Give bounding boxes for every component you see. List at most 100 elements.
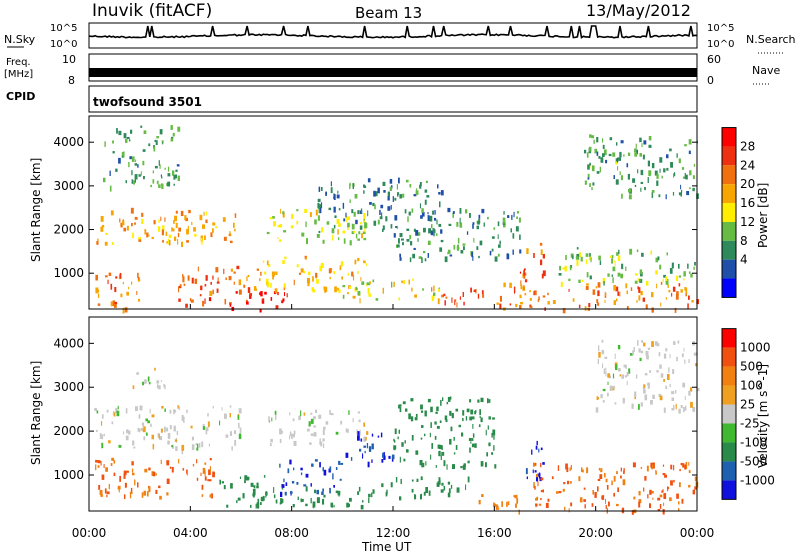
power-cell (627, 173, 630, 180)
velocity-cell (319, 441, 321, 445)
power-cell (182, 276, 185, 283)
power-cell (616, 142, 618, 146)
power-cell (428, 228, 431, 234)
power-cell (187, 275, 190, 281)
power-cell (403, 280, 405, 285)
power-cell (623, 154, 625, 157)
velocity-cell (616, 471, 618, 475)
power-cell (470, 287, 472, 293)
power-cell (585, 259, 588, 265)
velocity-cell (649, 489, 652, 495)
power-cell (168, 234, 172, 238)
velocity-cell (678, 508, 680, 512)
velocity-cell (281, 430, 283, 434)
power-cell (626, 306, 629, 310)
power-cell (643, 140, 647, 145)
velocity-cell (424, 410, 427, 417)
power-plot-area (88, 115, 698, 310)
velocity-cell (310, 497, 312, 504)
velocity-cell (410, 416, 414, 422)
velocity-cell (632, 350, 634, 355)
power-cell (634, 152, 638, 157)
power-cell (160, 216, 162, 221)
velocity-cell (581, 469, 584, 473)
velocity-cell (371, 443, 374, 450)
velocity-cell (234, 430, 237, 435)
power-cell (185, 217, 188, 222)
power-cell (648, 144, 652, 148)
velocity-cell (377, 435, 380, 438)
velocity-cell (458, 424, 461, 428)
velocity-cell (169, 425, 172, 430)
power-cell (589, 275, 592, 280)
power-cell (662, 278, 664, 283)
velocity-heatmap (94, 339, 700, 515)
power-cell (444, 256, 448, 263)
velocity-cell (208, 469, 211, 476)
velocity-cell (604, 356, 608, 359)
cpid-label: CPID (6, 90, 35, 103)
power-cell (330, 181, 332, 187)
power-cell (374, 204, 376, 210)
power-cell (432, 210, 434, 215)
power-cell (399, 233, 403, 238)
power-cell (397, 192, 400, 195)
power-cell (599, 166, 601, 173)
velocity-cell (643, 384, 646, 388)
power-cell (158, 219, 160, 223)
velocity-cell (420, 404, 423, 410)
velocity-colorbar-segment (722, 404, 736, 424)
velocity-cell (357, 411, 360, 414)
power-cell (619, 151, 622, 158)
velocity-cell (95, 459, 98, 463)
velocity-cell (487, 425, 489, 430)
velocity-cell (155, 489, 158, 494)
power-cell (325, 191, 327, 196)
power-cell (498, 244, 501, 248)
velocity-cell (252, 493, 256, 497)
velocity-cell (169, 409, 172, 414)
power-cell (330, 187, 333, 194)
power-cell (291, 213, 294, 219)
velocity-cell (209, 466, 211, 473)
power-cell (459, 222, 463, 228)
power-colorbar-segment (722, 240, 736, 260)
power-cell (307, 282, 310, 287)
power-cell (364, 223, 368, 229)
velocity-cell (646, 355, 649, 360)
power-cell (678, 283, 681, 287)
velocity-cell (439, 479, 441, 485)
velocity-cell (350, 457, 353, 461)
velocity-cell (516, 498, 519, 504)
velocity-cell (455, 445, 458, 450)
velocity-cell (626, 381, 628, 386)
power-cell (575, 256, 579, 260)
velocity-cell (682, 382, 686, 388)
power-colorbar-tick: 24 (740, 158, 755, 172)
velocity-cell (688, 359, 690, 363)
velocity-cell (453, 452, 456, 455)
velocity-cell (388, 455, 391, 459)
power-cell (283, 230, 287, 233)
power-cell (597, 290, 600, 297)
velocity-cell (368, 493, 371, 498)
power-cell (120, 222, 123, 228)
nsky-trace (88, 25, 698, 39)
power-cell (305, 221, 307, 228)
velocity-cell (493, 445, 495, 451)
power-cell (645, 304, 648, 310)
power-cell (97, 238, 99, 242)
power-cell (593, 139, 595, 144)
power-cell (131, 156, 135, 162)
velocity-cell (183, 417, 185, 423)
power-cell (311, 287, 314, 291)
velocity-cell (456, 487, 460, 493)
power-cell (269, 217, 273, 220)
power-cell (685, 288, 688, 294)
power-cell (675, 293, 679, 300)
power-cell (315, 209, 318, 216)
power-cell (613, 300, 616, 305)
velocity-cell (540, 490, 543, 493)
velocity-cell (110, 463, 113, 466)
